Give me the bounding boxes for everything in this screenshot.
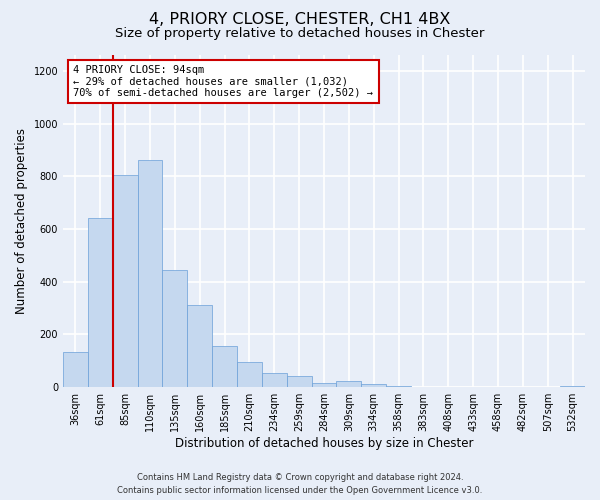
Bar <box>113 175 137 387</box>
X-axis label: Distribution of detached houses by size in Chester: Distribution of detached houses by size … <box>175 437 473 450</box>
Text: Contains HM Land Registry data © Crown copyright and database right 2024.
Contai: Contains HM Land Registry data © Crown c… <box>118 473 482 495</box>
Bar <box>262 374 287 387</box>
Bar <box>411 386 436 387</box>
Text: 4 PRIORY CLOSE: 94sqm
← 29% of detached houses are smaller (1,032)
70% of semi-d: 4 PRIORY CLOSE: 94sqm ← 29% of detached … <box>73 65 373 98</box>
Bar <box>560 386 585 387</box>
Bar <box>337 382 361 387</box>
Bar <box>361 384 386 387</box>
Bar <box>137 160 163 387</box>
Text: 4, PRIORY CLOSE, CHESTER, CH1 4BX: 4, PRIORY CLOSE, CHESTER, CH1 4BX <box>149 12 451 28</box>
Bar <box>212 346 237 387</box>
Bar <box>386 386 411 387</box>
Y-axis label: Number of detached properties: Number of detached properties <box>15 128 28 314</box>
Text: Size of property relative to detached houses in Chester: Size of property relative to detached ho… <box>115 28 485 40</box>
Bar <box>187 306 212 387</box>
Bar <box>287 376 311 387</box>
Bar <box>88 218 113 387</box>
Bar <box>311 384 337 387</box>
Bar <box>237 362 262 387</box>
Bar <box>63 352 88 387</box>
Bar <box>163 270 187 387</box>
